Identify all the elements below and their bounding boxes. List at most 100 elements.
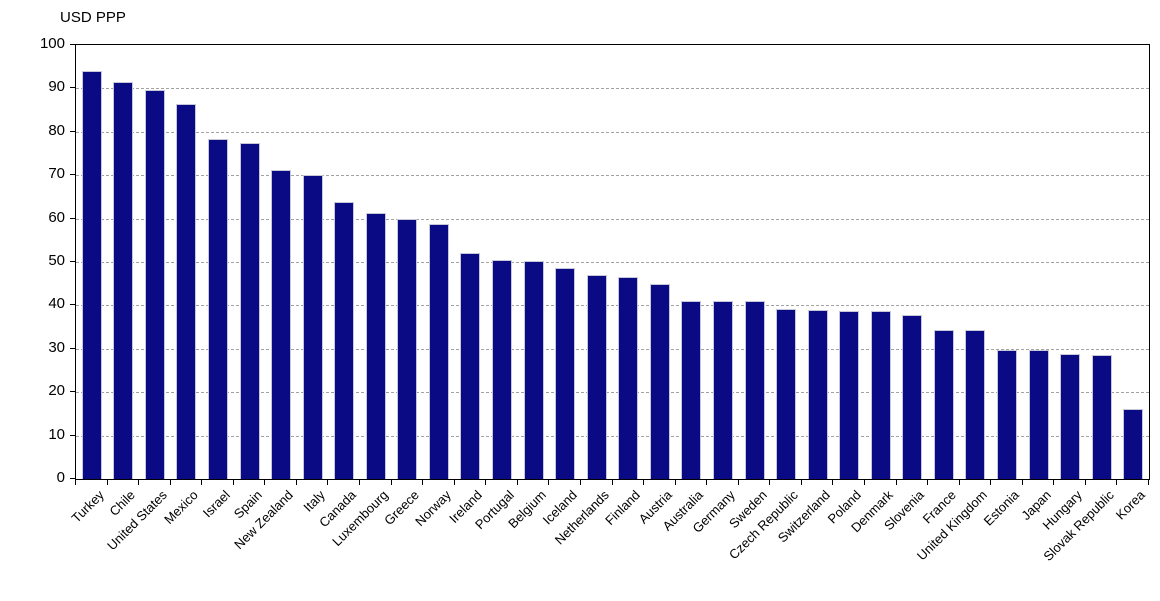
x-tick-label: Mexico — [161, 487, 201, 528]
bar — [555, 268, 575, 479]
x-tick — [75, 479, 76, 485]
x-tick — [548, 479, 549, 485]
x-tick — [485, 479, 486, 485]
bar — [334, 202, 354, 479]
bar — [1092, 355, 1112, 479]
bar — [208, 139, 228, 479]
x-tick — [1085, 479, 1086, 485]
bar — [1029, 350, 1049, 479]
x-tick — [296, 479, 297, 485]
y-tick — [70, 478, 75, 479]
y-tick — [70, 131, 75, 132]
y-tick — [70, 218, 75, 219]
x-tick — [832, 479, 833, 485]
gridline-50 — [76, 262, 1149, 263]
x-tick — [138, 479, 139, 485]
y-tick-label: 70 — [48, 165, 65, 182]
x-tick — [359, 479, 360, 485]
y-tick — [70, 348, 75, 349]
y-tick-label: 50 — [48, 252, 65, 269]
x-tick — [864, 479, 865, 485]
y-tick-label: 60 — [48, 209, 65, 226]
x-tick — [643, 479, 644, 485]
x-tick — [927, 479, 928, 485]
x-tick-label: Estonia — [980, 487, 1022, 529]
x-tick — [1053, 479, 1054, 485]
y-tick — [70, 174, 75, 175]
y-axis-title: USD PPP — [60, 9, 126, 26]
bar — [808, 310, 828, 479]
x-tick — [170, 479, 171, 485]
bar — [429, 224, 449, 479]
x-tick — [706, 479, 707, 485]
x-tick — [454, 479, 455, 485]
bar — [82, 71, 102, 479]
x-tick — [327, 479, 328, 485]
plot-area — [75, 44, 1150, 480]
x-tick — [738, 479, 739, 485]
x-tick — [769, 479, 770, 485]
bar — [934, 330, 954, 479]
bar — [650, 284, 670, 479]
gridline-30 — [76, 348, 1149, 350]
y-tick-label: 20 — [48, 382, 65, 399]
bar — [902, 315, 922, 479]
x-tick — [990, 479, 991, 485]
x-tick-label: Turkey — [68, 487, 107, 526]
bar — [997, 350, 1017, 479]
x-tick — [391, 479, 392, 485]
x-tick — [1116, 479, 1117, 485]
gridline-10 — [76, 435, 1149, 437]
y-tick — [70, 261, 75, 262]
bar — [145, 90, 165, 479]
x-tick — [959, 479, 960, 485]
bar — [965, 330, 985, 479]
y-tick-label: 100 — [39, 35, 65, 52]
gridline-70 — [76, 175, 1149, 177]
gridline-60 — [76, 218, 1149, 220]
bar — [113, 82, 133, 479]
y-tick-label: 90 — [48, 78, 65, 95]
y-tick-label: 10 — [48, 426, 65, 443]
bar — [492, 260, 512, 479]
y-tick — [70, 87, 75, 88]
bar — [681, 301, 701, 479]
bar — [839, 311, 859, 479]
bar — [587, 275, 607, 479]
x-tick-label: Korea — [1112, 487, 1148, 523]
bar — [271, 170, 291, 479]
gridline-80 — [76, 131, 1149, 133]
bar — [524, 261, 544, 479]
bar — [1123, 409, 1143, 479]
bar — [871, 311, 891, 479]
y-tick — [70, 391, 75, 392]
gridline-20 — [76, 392, 1149, 394]
x-tick — [422, 479, 423, 485]
gridline-90 — [76, 88, 1149, 90]
x-tick — [1022, 479, 1023, 485]
y-tick — [70, 304, 75, 305]
x-tick-label: Israel — [199, 487, 233, 521]
gridline-40 — [76, 305, 1149, 307]
bar — [776, 309, 796, 479]
x-tick — [580, 479, 581, 485]
x-tick — [233, 479, 234, 485]
x-tick — [201, 479, 202, 485]
bar — [240, 143, 260, 479]
x-tick — [264, 479, 265, 485]
x-tick — [675, 479, 676, 485]
bar — [460, 253, 480, 479]
bar — [397, 219, 417, 479]
y-tick-label: 80 — [48, 122, 65, 139]
x-tick — [1148, 479, 1149, 485]
y-tick — [70, 435, 75, 436]
y-tick-label: 40 — [48, 295, 65, 312]
x-tick — [801, 479, 802, 485]
y-tick-label: 0 — [56, 469, 65, 486]
bar — [366, 213, 386, 479]
y-tick — [70, 44, 75, 45]
x-tick — [107, 479, 108, 485]
bar — [176, 104, 196, 479]
bar — [618, 277, 638, 479]
